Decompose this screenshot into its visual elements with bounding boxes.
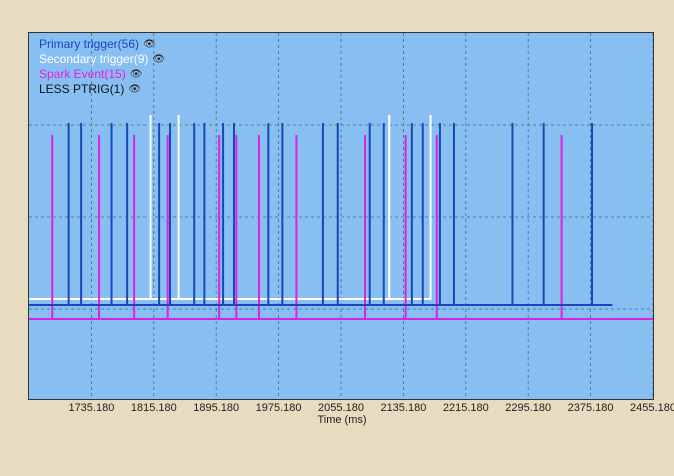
legend-label: Spark Event(15) (39, 67, 126, 81)
x-tick-label: 1815.180 (130, 402, 177, 414)
series-secondary-trigger (29, 115, 432, 300)
x-tick-label: 2295.180 (505, 402, 552, 414)
x-tick-label: 1895.180 (193, 402, 240, 414)
series-spark-event (29, 135, 653, 320)
legend-item-primary-trigger[interactable]: Primary trigger(56) 👁 (39, 37, 165, 52)
eye-icon[interactable]: 👁 (152, 54, 166, 65)
legend-label: Primary trigger(56) (39, 37, 140, 51)
legend-label: Secondary trigger(9) (39, 52, 149, 66)
legend-label: LESS PTRIG(1) (39, 82, 125, 96)
eye-icon[interactable]: 👁 (129, 69, 143, 80)
x-tick-label: 2055.180 (318, 402, 364, 414)
chart-svg (29, 33, 653, 399)
x-tick-label: 2375.180 (567, 402, 614, 414)
x-tick-label: 1735.180 (68, 402, 115, 414)
legend-item-secondary-trigger[interactable]: Secondary trigger(9) 👁 (39, 52, 165, 67)
legend-item-less-ptrig[interactable]: LESS PTRIG(1) 👁 (39, 82, 165, 97)
series-primary-trigger (29, 123, 613, 306)
plot-area: Primary trigger(56) 👁 Secondary trigger(… (28, 32, 654, 400)
x-tick-label: 2135.180 (380, 402, 427, 414)
eye-icon[interactable]: 👁 (128, 84, 142, 95)
x-tick-label: 2215.180 (442, 402, 489, 414)
legend: Primary trigger(56) 👁 Secondary trigger(… (39, 37, 165, 97)
x-axis-label: Time (ms) (317, 414, 367, 426)
x-tick-label: 1975.180 (255, 402, 302, 414)
legend-item-spark-event[interactable]: Spark Event(15) 👁 (39, 67, 165, 82)
eye-icon[interactable]: 👁 (143, 39, 156, 50)
x-tick-label: 2455.180 (630, 402, 674, 414)
